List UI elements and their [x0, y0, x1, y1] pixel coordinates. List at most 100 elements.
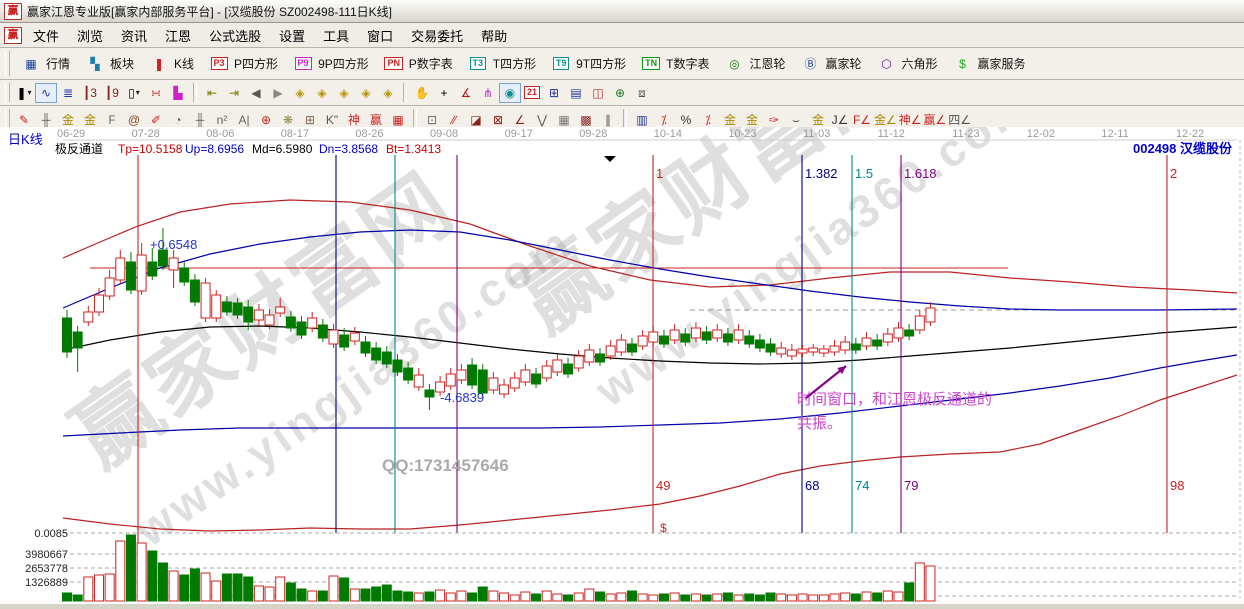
volume-bar[interactable] [307, 590, 318, 602]
candle-body[interactable] [403, 367, 414, 381]
candle-body[interactable] [776, 347, 787, 355]
net-icon[interactable]: ⊕ [609, 83, 631, 103]
candle-body[interactable] [211, 294, 222, 319]
candle-body[interactable] [339, 334, 350, 348]
gold-grid1-icon[interactable]: 金 [57, 110, 79, 130]
shen-angle-icon[interactable]: 神∠ [898, 110, 923, 130]
volume-bar[interactable] [541, 590, 552, 602]
menu-item-0[interactable]: 文件 [33, 28, 60, 44]
candle-body[interactable] [840, 341, 851, 351]
candle-body[interactable] [157, 249, 168, 267]
volume-bar[interactable] [786, 594, 797, 602]
percent-bar-icon[interactable]: ⁒ [697, 110, 719, 130]
candle-body[interactable] [285, 316, 296, 329]
gann-wheel-button[interactable]: ◎ 江恩轮 [716, 52, 792, 76]
box-x-icon[interactable]: ⊠ [487, 110, 509, 130]
spiral-icon[interactable]: @ [123, 110, 145, 130]
menu-item-8[interactable]: 交易委托 [411, 28, 464, 44]
marker-pen-icon[interactable]: ✑ [763, 110, 785, 130]
radial-web-icon[interactable]: ❋ [277, 110, 299, 130]
candle-body[interactable] [818, 348, 829, 354]
menu-item-9[interactable]: 帮助 [481, 28, 508, 44]
volume-bar[interactable] [104, 573, 115, 602]
three-bars-icon[interactable]: ┃3 [79, 83, 101, 103]
volume-bar[interactable] [253, 585, 264, 602]
t-square-button-icon[interactable]: T3 [467, 54, 489, 74]
candle-style-dropdown-icon[interactable]: ▯ ▾ [123, 83, 145, 103]
prev-bar-icon[interactable]: ◀ [245, 83, 267, 103]
volume-bar[interactable] [147, 550, 158, 602]
square-web-icon[interactable]: ⊞ [299, 110, 321, 130]
pen-tool-icon[interactable]: ✎ [13, 110, 35, 130]
volume-bar[interactable] [861, 591, 872, 602]
gold-circle-icon[interactable]: 金 [719, 110, 741, 130]
volume-bar[interactable] [157, 562, 168, 602]
volume-bar[interactable] [776, 593, 787, 602]
candle-body[interactable] [637, 335, 648, 347]
candle-body[interactable] [626, 343, 637, 353]
candle-body[interactable] [531, 373, 542, 385]
candle-body[interactable] [445, 373, 456, 387]
volume-bar[interactable] [808, 594, 819, 602]
diamond-center-icon[interactable]: ◈ [355, 83, 377, 103]
candle-body[interactable] [264, 314, 275, 326]
menu-item-4[interactable]: 公式选股 [209, 28, 262, 44]
volume-bar[interactable] [467, 592, 478, 602]
parallel-icon[interactable]: ∥ [597, 110, 619, 130]
gold-grid2-icon[interactable]: 金 [79, 110, 101, 130]
volume-bar[interactable] [275, 576, 286, 602]
gold-box-icon[interactable]: 金 [807, 110, 829, 130]
save-icon[interactable]: ◫ [587, 83, 609, 103]
candle-body[interactable] [648, 331, 659, 343]
candle-body[interactable] [658, 335, 669, 345]
shen-grid-icon[interactable]: 神 [343, 110, 365, 130]
bowl-icon[interactable]: ⌣ [785, 110, 807, 130]
candle-body[interactable] [93, 294, 104, 313]
candle-body[interactable] [456, 369, 467, 381]
candle-body[interactable] [733, 329, 744, 341]
volume-bar[interactable] [754, 594, 765, 602]
hash-icon[interactable]: ╫ [189, 110, 211, 130]
candle-body[interactable] [882, 333, 893, 343]
candle-body[interactable] [147, 261, 158, 277]
volume-bar[interactable] [605, 593, 616, 602]
n2-icon[interactable]: n² [211, 110, 233, 130]
volume-bar[interactable] [872, 592, 883, 602]
volume-bar[interactable] [563, 594, 574, 602]
volume-bar[interactable] [690, 593, 701, 602]
candle-body[interactable] [104, 277, 115, 297]
candle-body[interactable] [179, 267, 190, 283]
volume-bar[interactable] [477, 586, 488, 602]
volume-bar[interactable] [840, 592, 851, 602]
volume-bar[interactable] [680, 594, 691, 602]
volume-bar[interactable] [221, 573, 232, 602]
t-square-button[interactable]: T3 T四方形 [460, 52, 543, 76]
winner-wheel-button[interactable]: Ⓑ 赢家轮 [792, 52, 868, 76]
volume-bar[interactable] [669, 592, 680, 602]
candle-body[interactable] [520, 369, 531, 383]
angle-measure-icon[interactable]: ∡ [455, 83, 477, 103]
volume-bar[interactable] [349, 588, 360, 602]
calendar-icon[interactable]: 21 [521, 83, 543, 103]
candle-body[interactable] [552, 359, 563, 373]
volume-bar[interactable] [637, 593, 648, 602]
last-bar-icon[interactable]: ⇥ [223, 83, 245, 103]
calculator-icon[interactable]: ⊞ [543, 83, 565, 103]
ruler-icon[interactable]: ▦ [387, 110, 409, 130]
volume-bar[interactable] [584, 588, 595, 602]
volume-bar[interactable] [925, 565, 936, 602]
diamond-hswap-icon[interactable]: ◈ [333, 83, 355, 103]
angle-fan-icon[interactable]: ∠ [509, 110, 531, 130]
candle-body[interactable] [72, 331, 83, 349]
volume-bar[interactable] [243, 576, 254, 602]
pen2-icon[interactable]: ✐ [145, 110, 167, 130]
kline-period-dropdown-icon[interactable]: ❚ ▾ [13, 83, 35, 103]
volume-bar[interactable] [520, 591, 531, 602]
ying-angle-icon[interactable]: 赢∠ [923, 110, 948, 130]
percent-line-icon[interactable]: ⁒ [653, 110, 675, 130]
sectors-button-icon[interactable]: ▚ [84, 54, 106, 74]
table-icon[interactable]: ▥ [631, 110, 653, 130]
volume-bar[interactable] [818, 594, 829, 602]
p9-square-button-icon[interactable]: P9 [292, 54, 314, 74]
volume-bar[interactable] [189, 568, 200, 602]
